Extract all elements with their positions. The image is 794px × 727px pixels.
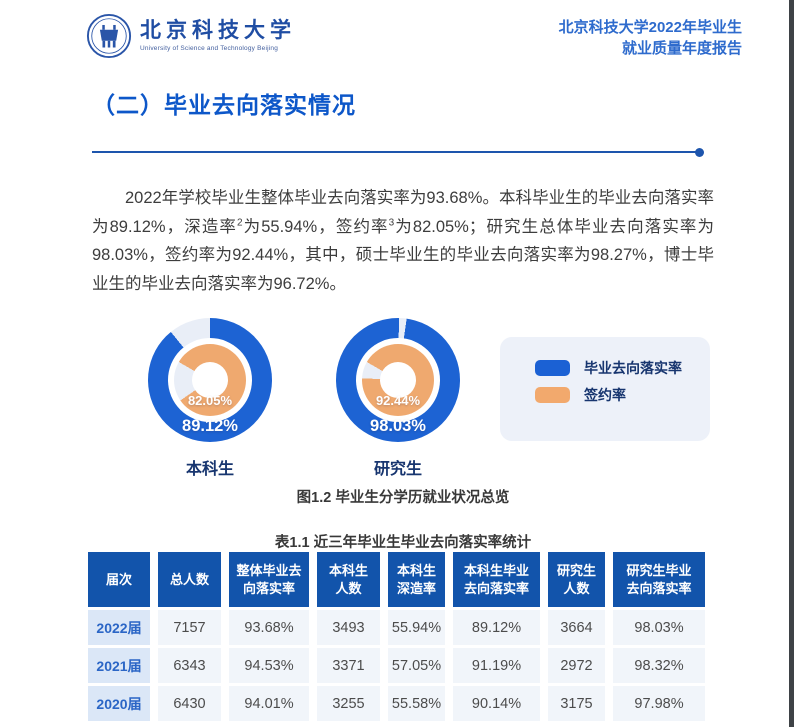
inner-ring-value: 82.05% xyxy=(187,393,233,408)
table-cell: 93.68% xyxy=(229,610,309,645)
university-seal-icon xyxy=(86,13,132,59)
table-cell: 7157 xyxy=(158,610,221,645)
legend-swatch-orange xyxy=(535,387,570,403)
header-cell: 总人数 xyxy=(158,552,221,607)
paragraph-segment: 为82.05%；研究生总体毕业去向落实率为98.03%，签约率为92.44%，其… xyxy=(92,217,715,293)
inner-ring-value: 92.44% xyxy=(375,393,421,408)
table-cell: 3255 xyxy=(317,686,380,721)
table-cell: 3175 xyxy=(548,686,605,721)
window-edge xyxy=(789,0,794,727)
legend-label: 签约率 xyxy=(584,387,626,403)
legend-swatch-blue xyxy=(535,360,570,376)
footnote-marker-3: 3 xyxy=(388,217,395,229)
table-cell: 55.58% xyxy=(388,686,445,721)
table-cell: 91.19% xyxy=(453,648,540,683)
table-cell-year: 2022届 xyxy=(88,610,150,645)
table-cell: 90.14% xyxy=(453,686,540,721)
table-cell: 3664 xyxy=(548,610,605,645)
outer-ring-value: 89.12% xyxy=(182,417,238,435)
university-name-cn: 北京科技大学 xyxy=(140,19,296,42)
donut-label-graduate: 研究生 xyxy=(373,461,422,478)
donut-hole xyxy=(380,362,416,398)
paragraph-segment: 为55.94%，签约率 xyxy=(242,217,389,236)
paragraph-segment: 2022年学校毕业生整体毕业去向落实率为93.68%。本科毕业生的毕业去向落实率… xyxy=(92,189,714,236)
report-title-line1: 北京科技大学2022年毕业生 xyxy=(558,19,742,36)
section-divider xyxy=(92,147,704,157)
header-cell: 本科生 人数 xyxy=(317,552,380,607)
table-cell: 6343 xyxy=(158,648,221,683)
report-title-line2: 就业质量年度报告 xyxy=(621,40,742,57)
university-name-en: University of Science and Technology Bei… xyxy=(140,45,279,52)
table-cell: 98.32% xyxy=(613,648,705,683)
header-cell: 研究生毕业 去向落实率 xyxy=(613,552,705,607)
table-cell: 57.05% xyxy=(388,648,445,683)
donut-group-undergraduate: 82.05% 89.12% 本科生 xyxy=(148,318,272,479)
table-cell: 6430 xyxy=(158,686,221,721)
legend-label: 毕业去向落实率 xyxy=(584,360,682,376)
university-name: 北京科技大学 University of Science and Technol… xyxy=(140,13,296,53)
divider-end-dot xyxy=(695,147,704,157)
donut-label-undergraduate: 本科生 xyxy=(185,461,234,478)
header-cell: 研究生 人数 xyxy=(548,552,605,607)
table-cell-year: 2020届 xyxy=(88,686,150,721)
chart-legend: 毕业去向落实率 签约率 xyxy=(500,337,710,441)
table-cell: 94.53% xyxy=(229,648,309,683)
legend-item-placement-rate: 毕业去向落实率 xyxy=(535,360,710,376)
intro-paragraph: 2022年学校毕业生整体毕业去向落实率为93.68%。本科毕业生的毕业去向落实率… xyxy=(92,184,714,298)
university-logo: 北京科技大学 University of Science and Technol… xyxy=(86,13,296,59)
donut-chart-graduate: 92.44% 98.03% xyxy=(336,318,460,442)
table-cell: 98.03% xyxy=(613,610,705,645)
donut-chart-undergraduate: 82.05% 89.12% xyxy=(148,318,272,442)
donut-hole xyxy=(192,362,228,398)
table-cell: 55.94% xyxy=(388,610,445,645)
table-cell: 3371 xyxy=(317,648,380,683)
table-cell: 97.98% xyxy=(613,686,705,721)
table-cell: 89.12% xyxy=(453,610,540,645)
header-cell: 本科生毕业 去向落实率 xyxy=(453,552,540,607)
footnote-marker-2: 2 xyxy=(237,217,243,229)
header-cell: 本科生 深造率 xyxy=(388,552,445,607)
placement-rate-table: 届次 总人数 整体毕业去 向落实率 本科生 人数 本科生 深造率 本科生毕业 去… xyxy=(88,552,705,721)
section-title: （二）毕业去向落实情况 xyxy=(92,92,356,118)
header-cell: 届次 xyxy=(88,552,150,607)
outer-ring-value: 98.03% xyxy=(370,417,426,435)
header-cell: 整体毕业去 向落实率 xyxy=(229,552,309,607)
table-cell-year: 2021届 xyxy=(88,648,150,683)
legend-item-contract-rate: 签约率 xyxy=(535,387,710,403)
table-cell: 2972 xyxy=(548,648,605,683)
table-caption: 表1.1 近三年毕业生毕业去向落实率统计 xyxy=(274,535,532,551)
donut-group-graduate: 92.44% 98.03% 研究生 xyxy=(336,318,460,479)
report-title: 北京科技大学2022年毕业生 就业质量年度报告 xyxy=(559,17,742,59)
table-cell: 94.01% xyxy=(229,686,309,721)
table-cell: 3493 xyxy=(317,610,380,645)
figure-caption: 图1.2 毕业生分学历就业状况总览 xyxy=(296,490,510,506)
